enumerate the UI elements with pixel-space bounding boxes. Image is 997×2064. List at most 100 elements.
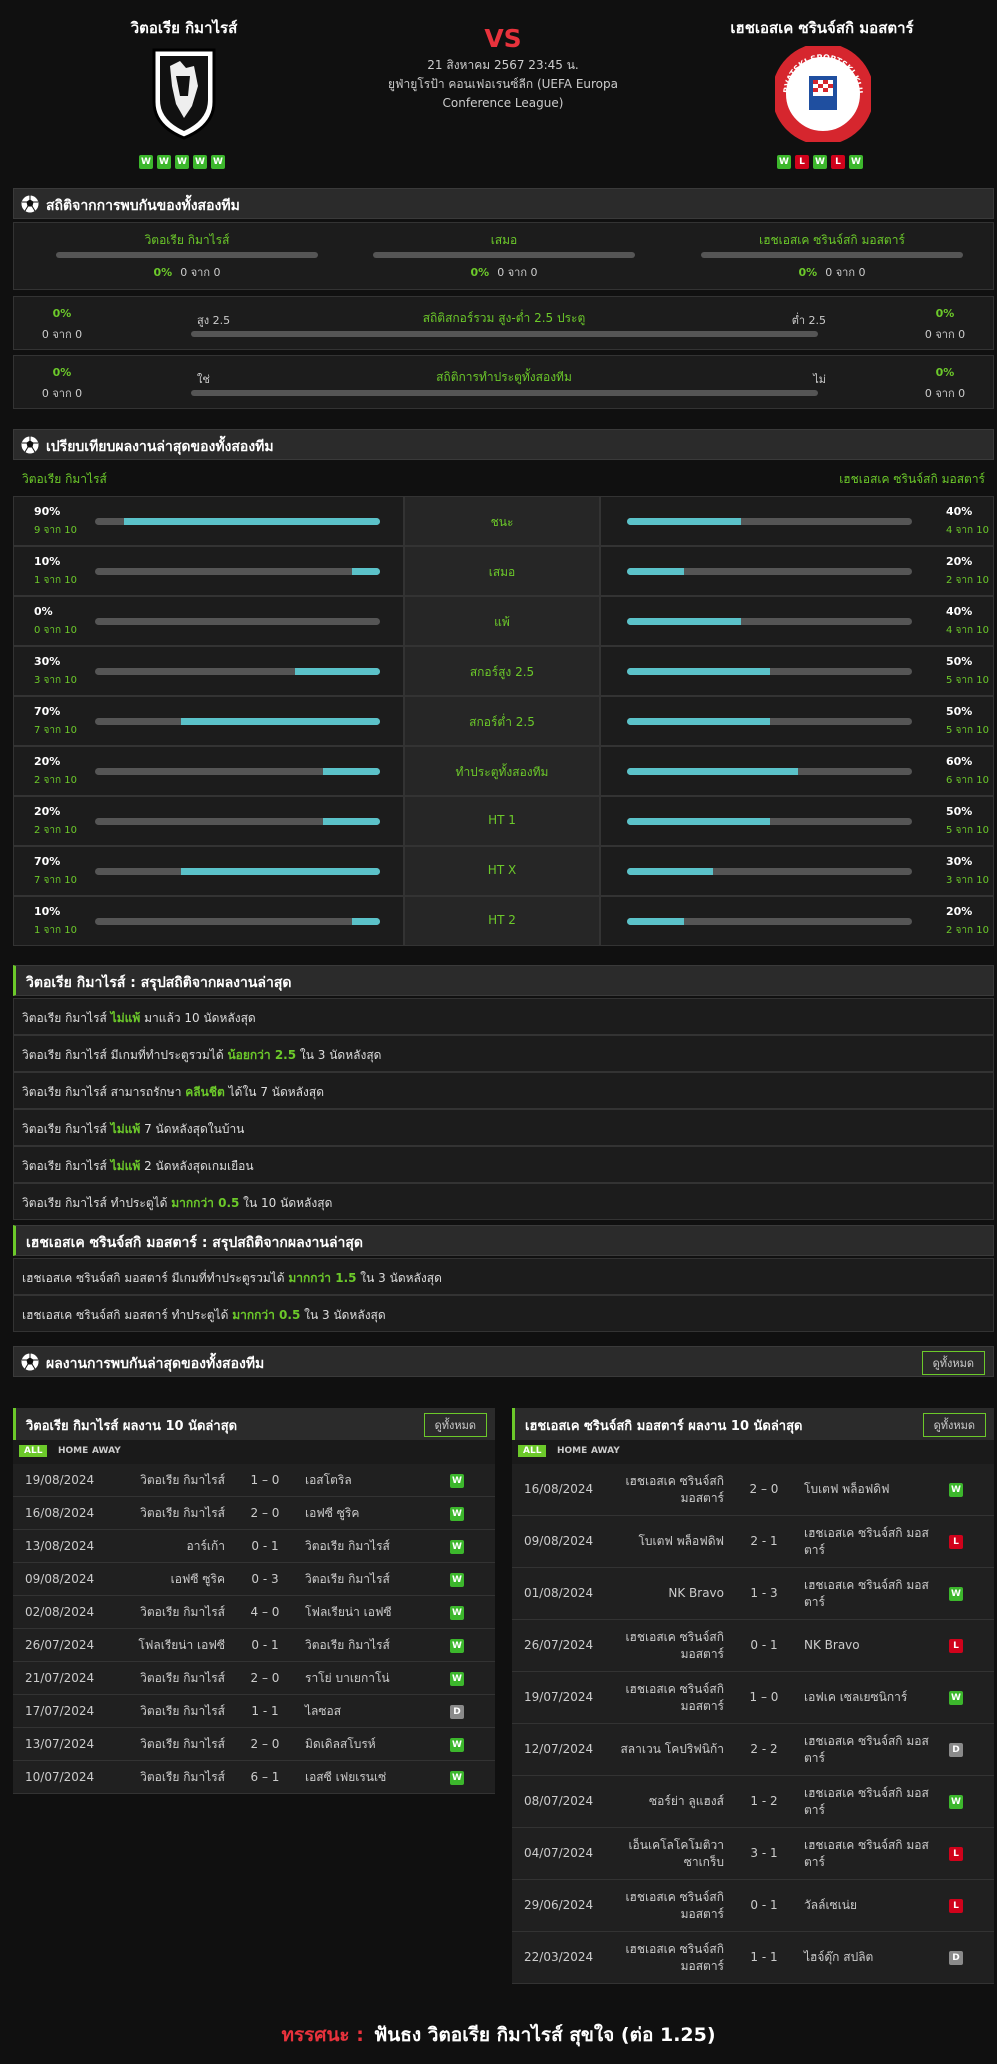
away-team-text: เฮชเอสเค ซรินจ์สกิ มอสตาร์ [804,1733,929,1765]
section-header: ผลงานการพบกันล่าสุดของทั้งสองทีม ดูทั้งหม… [13,1346,994,1377]
tab[interactable]: HOME [557,1446,588,1456]
compare-label-cell: สกอร์สูง 2.5 [404,646,600,696]
section-header: เปรียบเทียบผลงานล่าสุดของทั้งสองทีม [13,429,994,460]
row-bar [191,331,818,337]
match-date-text: 13/07/2024 [25,1736,95,1751]
tab[interactable]: ALL [19,1445,48,1457]
left-label: สูง 2.5 [197,314,231,327]
h2h-pct: 0% [798,266,818,279]
tab[interactable]: AWAY [591,1446,620,1456]
result-badge: W [813,155,827,169]
count: 5 จาก 10 [946,725,989,736]
compare-home-cell: 0% 0 จาก 10 [13,596,404,646]
count: 7 จาก 10 [34,725,77,736]
match-row: 19/07/2024 เฮชเอสเค ซรินจ์สกิ มอสตาร์ 1 – … [512,1672,994,1724]
result-badge: W [949,1483,963,1497]
compare-home-cell: 70% 7 จาก 10 [13,846,404,896]
match-date: 17/07/2024 [25,1695,115,1727]
compare-away-cell: 40% 4 จาก 10 [600,596,994,646]
result-badge: L [949,1535,963,1549]
view-all-button[interactable]: ดูทั้งหมด [921,1351,985,1375]
match-row: 16/08/2024 เฮชเอสเค ซรินจ์สกิ มอสตาร์ 2 – … [512,1464,994,1516]
result-badge: L [831,155,845,169]
match-date: 16/08/2024 [25,1497,115,1529]
summary-highlight: ไม่แพ้ [110,1159,141,1173]
count: 1 จาก 10 [34,575,77,586]
away-team: เอฟซี ซูริค [305,1497,435,1529]
home-team: วิตอเรีย กิมาไรส์ [111,1728,225,1760]
summary-row: วิตอเรีย กิมาไรส์ ทำประตูได้ มากกว่า 0.5… [13,1183,994,1220]
section-header: เฮชเอสเค ซรินจ์สกิ มอสตาร์ : สรุปสถิติจา… [13,1225,994,1256]
logo-text: MOSTAR [804,110,842,124]
home-team-text: เฮชเอสเค ซรินจ์สกิ มอสตาร์ [625,1681,724,1713]
bar-track [627,718,912,725]
results-panel: เฮชเอสเค ซรินจ์สกิ มอสตาร์ ผลงาน 10 นัดล… [512,1408,994,1984]
score-text: 0 - 1 [251,1637,279,1652]
match-date: 13/08/2024 [25,1530,115,1562]
view-all-button[interactable]: ดูทั้งหมด [423,1413,487,1437]
home-team: NK Bravo [610,1568,724,1619]
result-badge: L [949,1847,963,1861]
tab[interactable]: AWAY [92,1446,121,1456]
bar-track [627,568,912,575]
match-row: 13/08/2024 อาร์เก้า 0 - 1 วิตอเรีย กิมาไรส์… [13,1530,495,1563]
home-team-text: อาร์เก้า [186,1538,226,1553]
match-row: 04/07/2024 เอ็นเคโลโคโมติวา ซาเกร็บ 3 - 1 เ… [512,1828,994,1880]
ball-icon [21,1353,39,1371]
summary-text: วิตอเรีย กิมาไรส์ [22,1011,111,1025]
match-date-text: 10/07/2024 [25,1769,95,1784]
bar-track [95,918,380,925]
summary-text: ใน 3 นัดหลังสุด [296,1048,382,1062]
match-date: 29/06/2024 [524,1880,614,1931]
match-row: 12/07/2024 สลาเวน โคปริฟนิก้า 2 - 2 เฮชเอสเ… [512,1724,994,1776]
bar-track [627,668,912,675]
summary-text: เฮชเอสเค ซรินจ์สกิ มอสตาร์ ทำประตูได้ [22,1308,233,1322]
match-date-text: 19/08/2024 [25,1472,95,1487]
bar-track [95,618,380,625]
result-badge: W [193,155,207,169]
section-title: สถิติจากการพบกันของทั้งสองทีม [46,198,240,214]
home-team-text: เอฟซี ซูริค [170,1571,225,1586]
match-row: 16/08/2024 วิตอเรีย กิมาไรส์ 2 – 0 เอฟซี ซู… [13,1497,495,1530]
result-badge: W [777,155,791,169]
compare-away-cell: 20% 2 จาก 10 [600,546,994,596]
h2h-stat: 0% 0 จาก 0 [87,263,287,281]
bar-fill [294,668,380,675]
bar-fill [627,518,741,525]
match-date-text: 13/08/2024 [25,1538,95,1553]
tab[interactable]: HOME [58,1446,89,1456]
away-team: เฮชเอสเค ซรินจ์สกิ มอสตาร์ [804,1828,934,1879]
bar-track [95,818,380,825]
away-team: เฮชเอสเค ซรินจ์สกิ มอสตาร์ [804,1724,934,1775]
away-team-text: วิตอเรีย กิมาไรส์ [305,1637,390,1652]
score-text: 6 – 1 [250,1769,280,1784]
tab[interactable]: ALL [518,1445,547,1457]
home-name: วิตอเรีย กิมาไรส์ [22,472,107,486]
summary-row: วิตอเรีย กิมาไรส์ มีเกมที่ทำประตูรวมได้ … [13,1035,994,1072]
away-team-text: ราโย่ บาเยกาโน่ [305,1670,390,1685]
score: 6 – 1 [231,1761,299,1793]
summary-highlight: มากกว่า 0.5 [171,1196,240,1210]
h2h-pct: 0% [470,266,490,279]
summary-text: วิตอเรีย กิมาไรส์ [22,1122,111,1136]
home-team-text: วิตอเรีย กิมาไรส์ [140,1604,225,1619]
score-text: 3 - 1 [750,1846,778,1860]
away-team-text: เฮชเอสเค ซรินจ์สกิ มอสตาร์ [804,1837,929,1869]
h2h-stat: 0% 0 จาก 0 [732,263,932,281]
home-team-text: เอ็นเคโลโคโมติวา ซาเกร็บ [628,1837,724,1869]
view-all-button[interactable]: ดูทั้งหมด [922,1413,986,1437]
bar-fill [351,568,380,575]
compare-away-cell: 30% 3 จาก 10 [600,846,994,896]
match-date: 21/07/2024 [25,1662,115,1694]
score-text: 2 – 0 [250,1670,280,1685]
match-date: 10/07/2024 [25,1761,115,1793]
result-badge: W [157,155,171,169]
h2h-pct: 0% [153,266,173,279]
bar-fill [323,818,380,825]
match-date: 22/03/2024 [524,1932,614,1983]
compare-home-cell: 70% 7 จาก 10 [13,696,404,746]
compare-label-cell: สกอร์ต่ำ 2.5 [404,696,600,746]
pct: 30% [946,855,973,868]
compare-label-cell: แพ้ [404,596,600,646]
score-text: 0 - 3 [251,1571,279,1586]
